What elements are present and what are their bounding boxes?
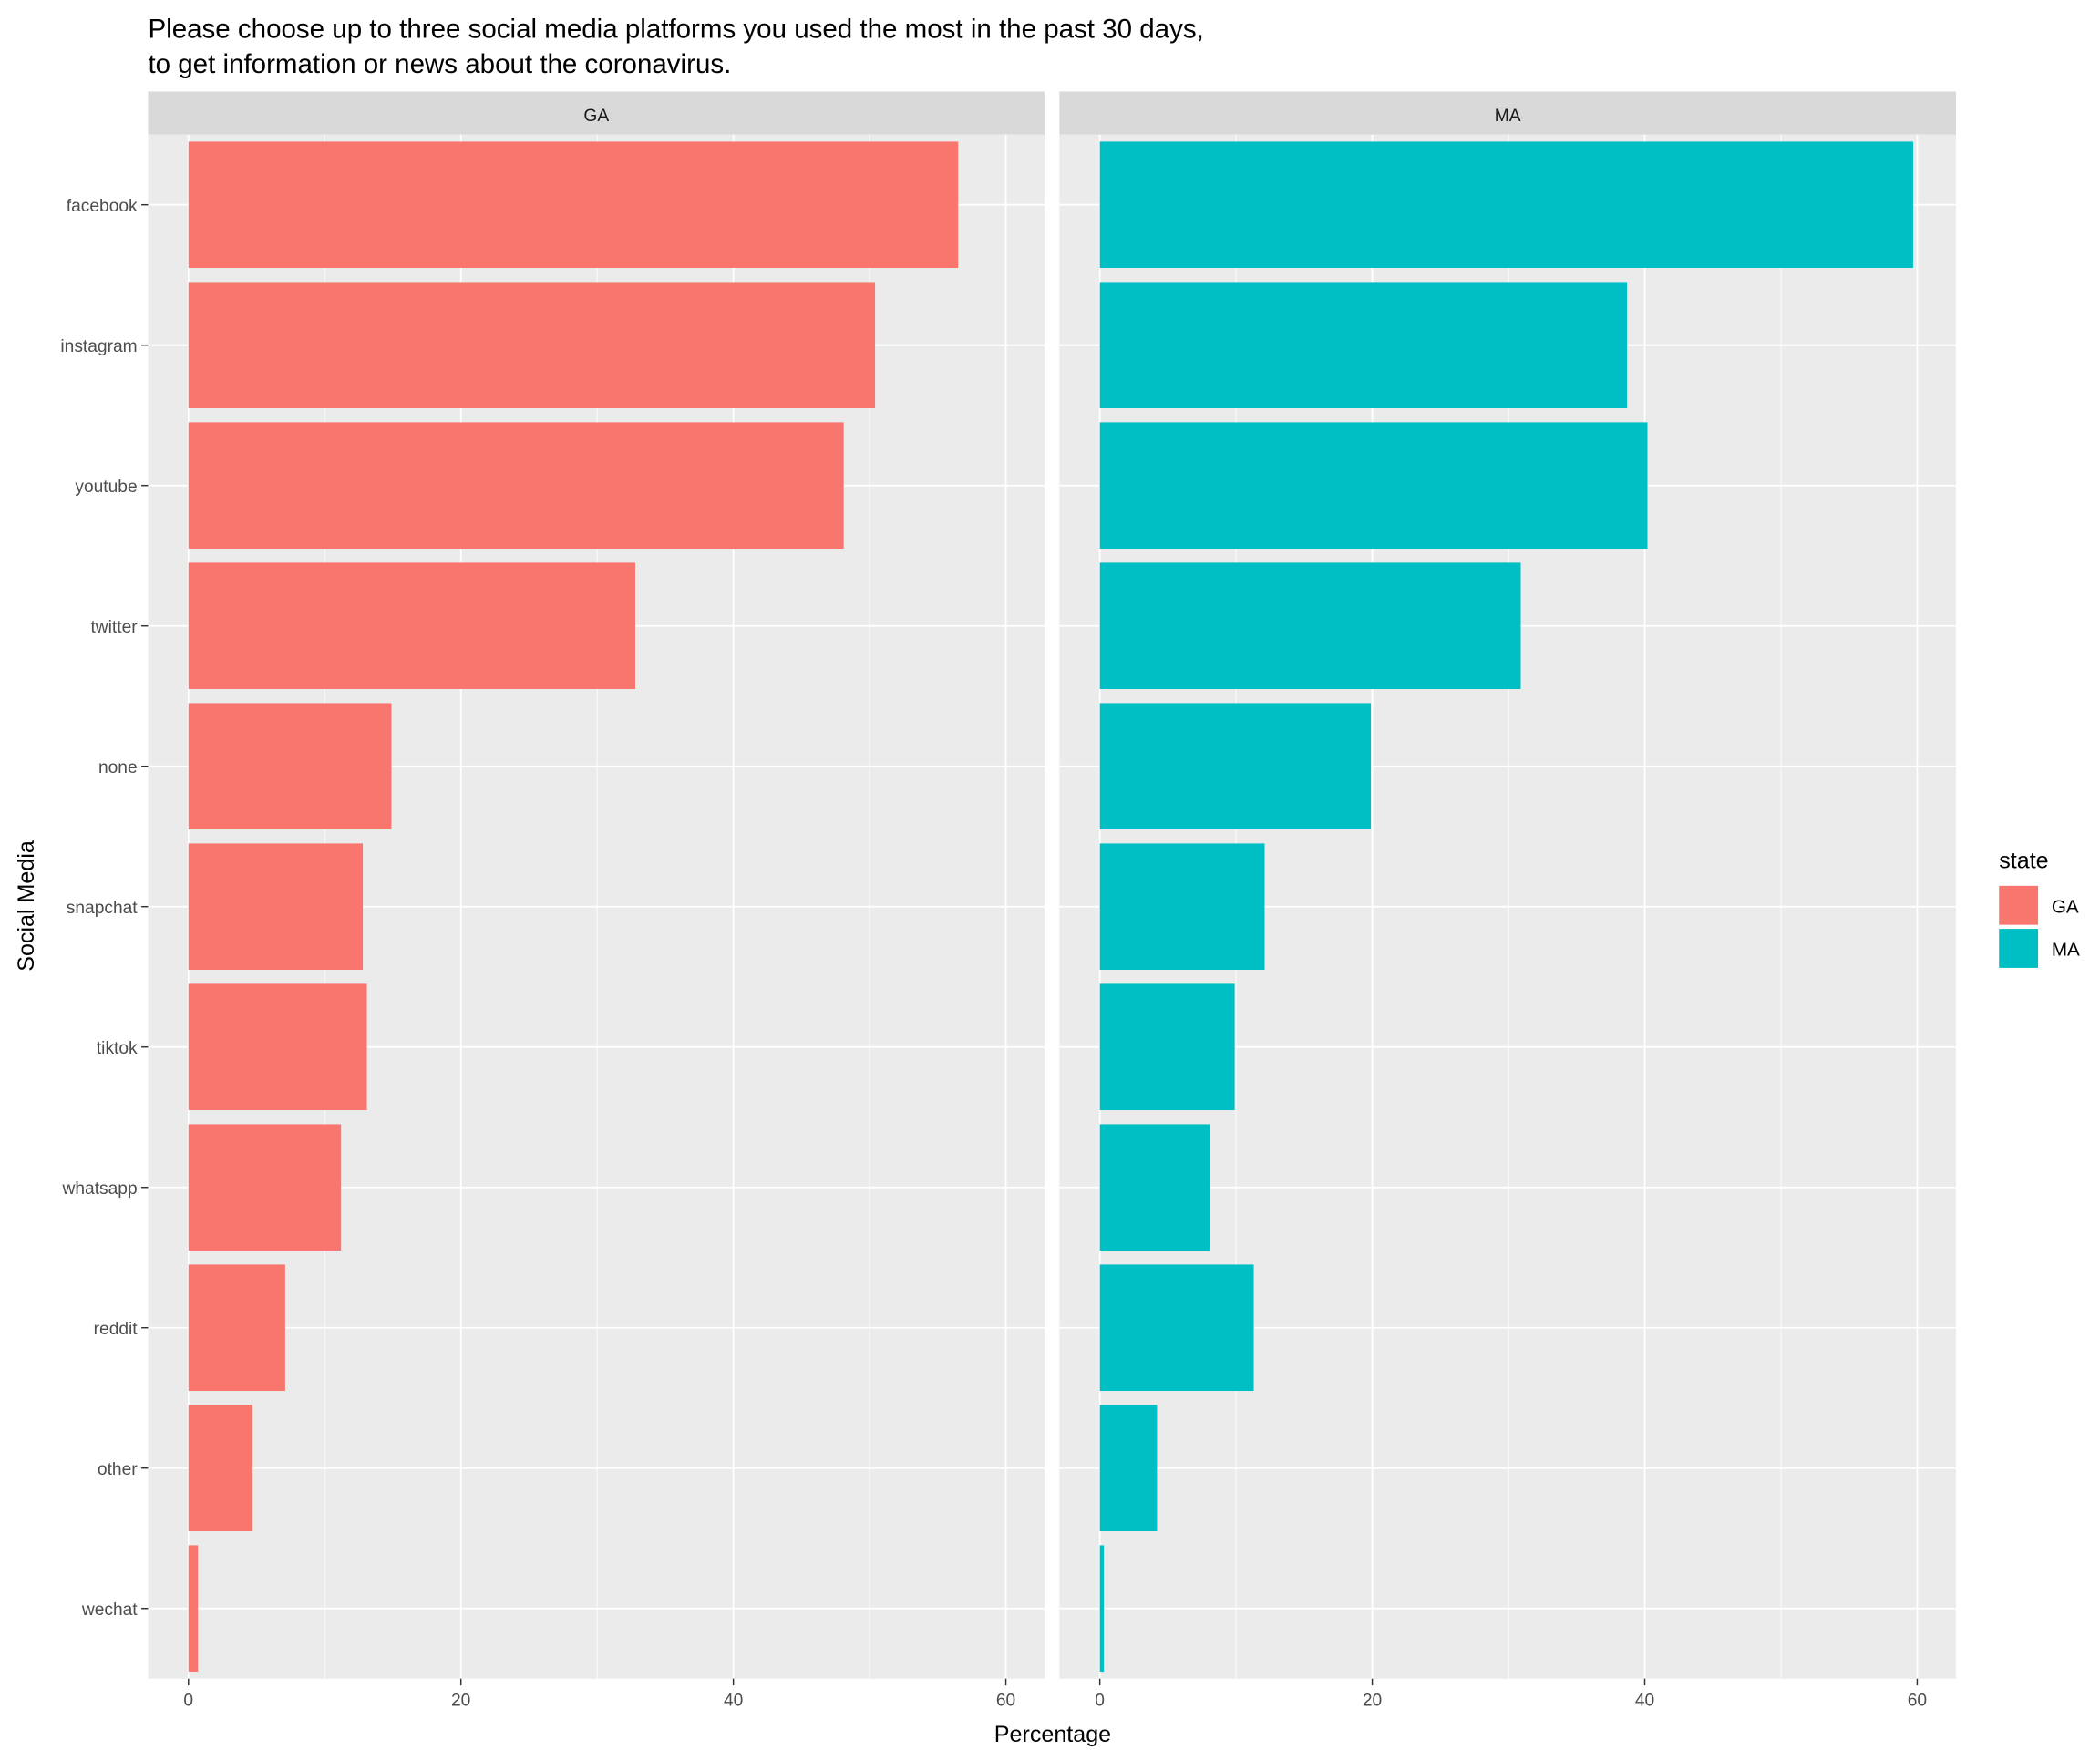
bar-ma-whatsapp — [1099, 1124, 1210, 1251]
bar-ga-other — [188, 1405, 253, 1532]
y-tick-label: reddit — [94, 1320, 139, 1339]
y-tick-label: snapchat — [67, 899, 139, 918]
y-axis-label: Social Media — [14, 840, 39, 972]
x-tick-label: 0 — [183, 1691, 193, 1710]
bar-ga-twitter — [188, 562, 636, 690]
legend-title: state — [1999, 849, 2048, 874]
bar-ma-snapchat — [1099, 843, 1265, 971]
y-tick-label: twitter — [90, 618, 138, 637]
legend-key-ga — [1999, 885, 2039, 925]
x-tick-label: 40 — [1635, 1691, 1654, 1710]
y-tick-label: instagram — [60, 337, 137, 356]
bar-ma-instagram — [1099, 282, 1628, 408]
x-tick-label: 60 — [996, 1691, 1015, 1710]
x-tick-label: 20 — [1363, 1691, 1382, 1710]
bar-ma-twitter — [1099, 562, 1521, 690]
legend-key-ma — [1999, 929, 2039, 968]
bar-ma-wechat — [1099, 1545, 1105, 1673]
x-tick-label: 40 — [724, 1691, 743, 1710]
bar-ga-facebook — [188, 141, 959, 268]
x-tick-label: 60 — [1908, 1691, 1927, 1710]
bar-ga-tiktok — [188, 983, 367, 1111]
legend-label-ma: MA — [2052, 940, 2080, 961]
y-tick-label: whatsapp — [62, 1179, 138, 1199]
bar-ma-facebook — [1099, 141, 1913, 268]
y-tick-label: other — [98, 1460, 138, 1479]
legend: state GA MA — [1999, 849, 2080, 968]
x-axis-label: Percentage — [994, 1722, 1111, 1747]
bar-ma-youtube — [1099, 422, 1648, 550]
bar-ga-instagram — [188, 282, 876, 408]
x-tick-label: 20 — [451, 1691, 470, 1710]
x-tick-label: 0 — [1095, 1691, 1105, 1710]
chart-title-line-1: Please choose up to three social media p… — [148, 14, 1203, 44]
y-tick-label: youtube — [75, 478, 137, 497]
bar-ma-reddit — [1099, 1264, 1254, 1392]
bar-ga-wechat — [188, 1545, 199, 1673]
bar-ga-youtube — [188, 422, 844, 550]
facet-strip — [1059, 91, 1956, 135]
chart-title-line-2: to get information or news about the cor… — [148, 49, 731, 79]
facet-panel-ga: GA 0 20 40 60 facebook instagram youtube twitter… — [60, 91, 1045, 1710]
facet-panel-ma: MA 0 20 40 60 — [1059, 91, 1956, 1710]
bar-ga-whatsapp — [188, 1124, 342, 1251]
bar-ga-snapchat — [188, 843, 364, 971]
facet-strip-label: GA — [583, 107, 609, 126]
facet-strip — [148, 91, 1045, 135]
y-tick-label: none — [98, 758, 138, 777]
facet-strip-label: MA — [1495, 107, 1521, 126]
y-tick-label: wechat — [81, 1601, 138, 1620]
bar-ga-none — [188, 703, 392, 830]
bar-ma-tiktok — [1099, 983, 1235, 1111]
bar-ma-none — [1099, 703, 1372, 830]
bar-ga-reddit — [188, 1264, 285, 1392]
y-tick-label: facebook — [67, 197, 138, 216]
y-tick-label: tiktok — [97, 1039, 138, 1058]
bar-ma-other — [1099, 1405, 1158, 1532]
legend-label-ga: GA — [2052, 896, 2079, 917]
